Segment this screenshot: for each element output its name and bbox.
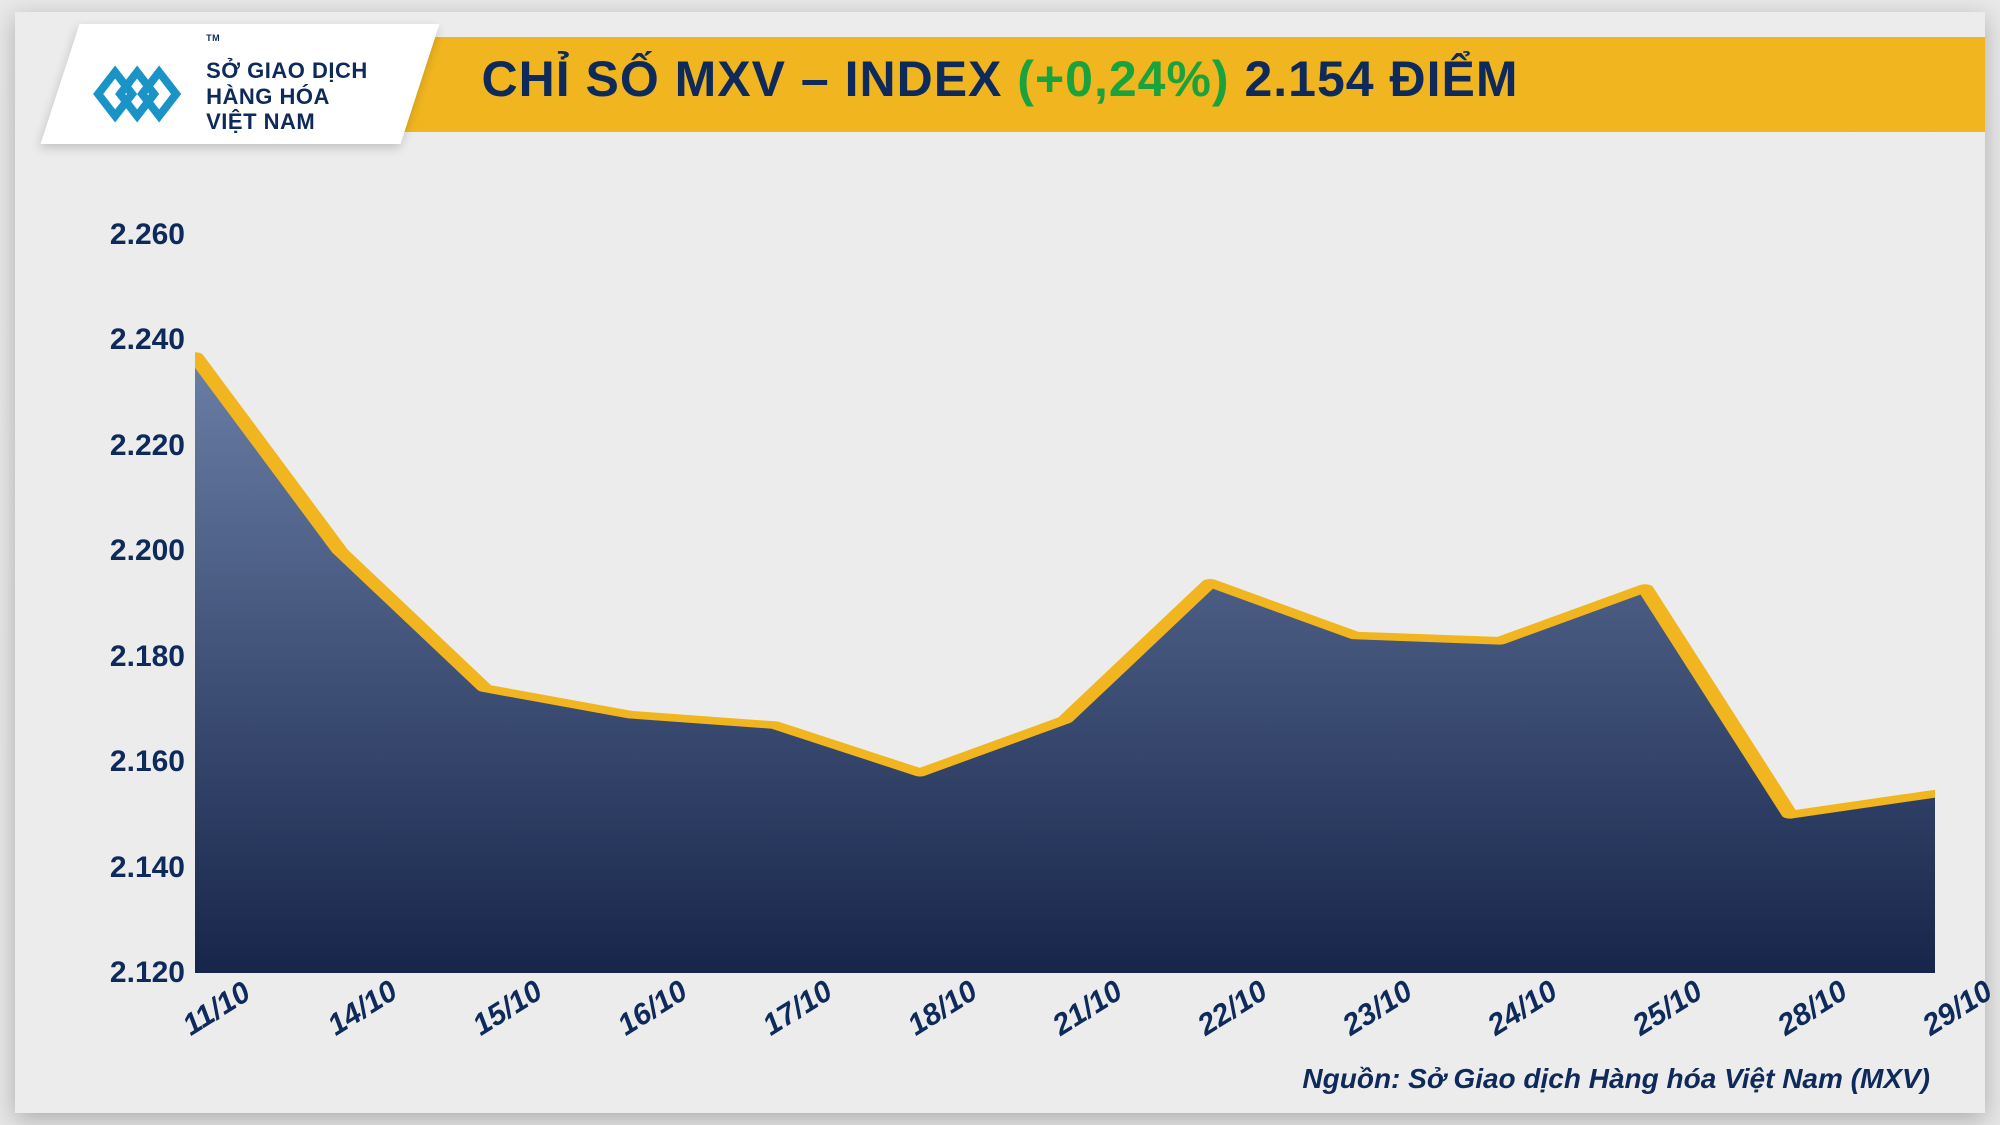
x-tick: 22/10 [1192,974,1274,1043]
x-tick: 17/10 [757,974,839,1043]
card-frame: CHỈ SỐ MXV – INDEX (+0,24%) 2.154 ĐIỂM T… [15,12,1985,1113]
y-tick: 2.160 [110,745,185,779]
x-tick: 23/10 [1337,974,1419,1043]
title-suffix: 2.154 ĐIỂM [1230,51,1519,107]
source-attribution: Nguồn: Sở Giao dịch Hàng hóa Việt Nam (M… [1302,1063,1930,1095]
logo-card: TM SỞ GIAO DỊCH HÀNG HÓA VIỆT NAM [41,24,440,144]
y-tick: 2.220 [110,429,185,463]
plot-area [195,182,1935,973]
logo-line2: HÀNG HÓA [206,84,368,109]
x-tick: 15/10 [467,974,549,1043]
logo-line3: VIỆT NAM [206,109,368,134]
y-tick: 2.180 [110,640,185,674]
header: CHỈ SỐ MXV – INDEX (+0,24%) 2.154 ĐIỂM T… [15,12,1985,147]
x-tick: 16/10 [612,974,694,1043]
x-tick: 24/10 [1482,974,1564,1043]
x-tick: 25/10 [1627,974,1709,1043]
logo-text: TM SỞ GIAO DỊCH HÀNG HÓA VIỆT NAM [206,33,368,134]
logo-tm: TM [206,33,220,43]
y-tick: 2.200 [110,534,185,568]
x-tick: 14/10 [322,974,404,1043]
y-tick: 2.140 [110,851,185,885]
x-tick: 28/10 [1772,974,1854,1043]
y-axis: 2.1202.1402.1602.1802.2002.2202.2402.260 [75,182,195,973]
x-tick: 21/10 [1047,974,1129,1043]
mxv-logo-icon [90,44,190,124]
area-chart-svg [195,182,1935,973]
chart: 2.120 2.140 2.160 2.180 2.200 2.220 2.240 2.260… [75,182,1935,1033]
x-tick: 18/10 [902,974,984,1043]
x-tick: 11/10 [177,976,257,1043]
y-tick: 2.260 [110,218,185,252]
title-percent: (+0,24%) [1017,51,1229,107]
y-tick: 2.120 [110,956,185,990]
y-tick: 2.240 [110,323,185,357]
title-prefix: CHỈ SỐ MXV – INDEX [482,51,1018,107]
logo-line1: SỞ GIAO DỊCH [206,59,368,84]
